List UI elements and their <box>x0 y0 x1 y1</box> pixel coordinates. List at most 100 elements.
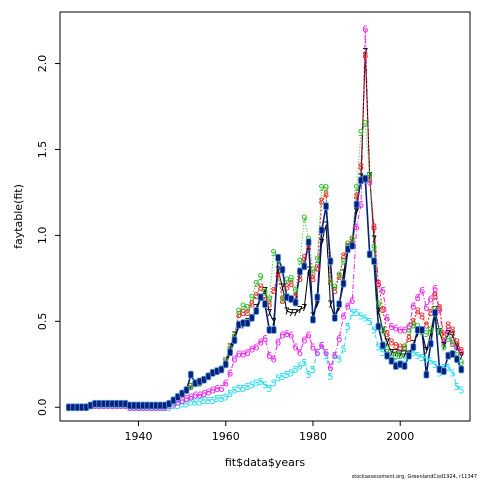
point-label-6: 6 <box>349 296 355 307</box>
mean-marker <box>427 339 434 348</box>
point-label-5: 5 <box>271 379 277 390</box>
point-label-9: 9 <box>388 351 394 362</box>
y-tick-label: 1.0 <box>36 227 49 245</box>
point-label-7: 7 <box>353 207 359 218</box>
point-label-8: 8 <box>188 382 194 393</box>
point-label-6: 6 <box>218 384 224 395</box>
point-label-6: 6 <box>201 389 207 400</box>
point-label-6: 6 <box>384 313 390 324</box>
point-label-8: 8 <box>445 320 451 331</box>
mean-marker <box>270 326 277 334</box>
point-label-9: 9 <box>384 344 390 355</box>
point-label-5: 5 <box>305 370 311 381</box>
point-label-9: 9 <box>292 286 298 297</box>
point-label-7: 7 <box>262 286 268 297</box>
point-label-5: 5 <box>436 368 442 379</box>
point-label-5: 5 <box>192 398 198 409</box>
mean-marker <box>331 313 338 322</box>
plot-frame <box>59 11 471 422</box>
point-label-7: 7 <box>366 171 372 182</box>
point-label-5: 5 <box>380 348 386 359</box>
point-label-5: 5 <box>301 358 307 369</box>
point-label-9: 9 <box>349 234 355 245</box>
point-label-5: 5 <box>188 398 194 409</box>
point-label-8: 8 <box>454 337 460 348</box>
point-label-6: 6 <box>183 394 189 405</box>
point-label-5: 5 <box>279 372 285 383</box>
point-label-5: 5 <box>332 351 338 362</box>
mean-marker <box>314 293 321 302</box>
point-label-9: 9 <box>393 351 399 362</box>
point-label-6: 6 <box>375 279 381 290</box>
mean-marker <box>231 336 238 345</box>
point-label-5: 5 <box>292 365 298 376</box>
point-label-6: 6 <box>279 331 285 342</box>
point-label-8: 8 <box>314 264 320 275</box>
mean-marker <box>323 202 329 211</box>
point-label-6: 6 <box>179 396 185 407</box>
point-label-5: 5 <box>401 355 407 366</box>
point-label-6: 6 <box>432 284 438 295</box>
point-label-5: 5 <box>244 382 250 393</box>
point-label-9: 9 <box>266 294 272 305</box>
point-label-6: 6 <box>380 286 386 297</box>
point-label-9: 9 <box>240 301 246 312</box>
point-label-6: 6 <box>266 351 272 362</box>
point-label-9: 9 <box>362 119 368 130</box>
point-label-5: 5 <box>375 343 381 354</box>
point-label-5: 5 <box>183 399 189 410</box>
point-label-7: 7 <box>393 348 399 359</box>
point-label-8: 8 <box>388 337 394 348</box>
point-label-5: 5 <box>454 382 460 393</box>
point-label-7: 7 <box>371 234 377 245</box>
mean-marker <box>310 315 316 324</box>
point-label-6: 6 <box>284 329 290 340</box>
point-label-6: 6 <box>397 325 403 336</box>
point-label-5: 5 <box>336 355 342 366</box>
mean-marker <box>406 351 412 360</box>
point-label-8: 8 <box>275 270 281 281</box>
x-tick-label: 2000 <box>386 430 414 443</box>
mean-marker <box>327 257 334 266</box>
point-label-7: 7 <box>414 329 420 340</box>
point-label-7: 7 <box>301 303 307 314</box>
mean-marker <box>440 367 447 376</box>
point-label-8: 8 <box>253 291 259 302</box>
point-label-6: 6 <box>305 331 311 342</box>
mean-marker <box>318 226 325 235</box>
point-label-7: 7 <box>284 307 290 318</box>
point-label-5: 5 <box>284 370 290 381</box>
point-label-8: 8 <box>336 272 342 283</box>
point-label-6: 6 <box>209 386 215 397</box>
point-label-9: 9 <box>436 327 442 338</box>
point-label-6: 6 <box>262 334 268 345</box>
point-label-5: 5 <box>179 399 185 410</box>
point-label-8: 8 <box>310 274 316 285</box>
point-label-8: 8 <box>458 346 464 357</box>
mean-marker <box>301 262 308 271</box>
point-label-5: 5 <box>423 355 429 366</box>
y-tick-label: 2.0 <box>36 55 49 73</box>
point-label-7: 7 <box>423 346 429 357</box>
point-label-6: 6 <box>401 325 407 336</box>
point-label-6: 6 <box>441 337 447 348</box>
point-label-7: 7 <box>445 329 451 340</box>
point-label-6: 6 <box>170 399 176 410</box>
point-label-9: 9 <box>188 382 194 393</box>
point-label-7: 7 <box>336 303 342 314</box>
point-label-5: 5 <box>196 398 202 409</box>
point-label-5: 5 <box>458 386 464 397</box>
point-label-9: 9 <box>380 325 386 336</box>
mean-marker <box>379 341 386 350</box>
point-label-5: 5 <box>257 377 263 388</box>
point-label-9: 9 <box>323 183 329 194</box>
point-label-7: 7 <box>271 317 277 328</box>
point-label-8: 8 <box>305 243 311 254</box>
mean-marker <box>353 200 360 209</box>
point-label-5: 5 <box>249 380 255 391</box>
point-label-9: 9 <box>279 294 285 305</box>
x-axis-title: fit$data$years <box>225 456 306 469</box>
point-label-9: 9 <box>314 255 320 266</box>
point-label-9: 9 <box>458 358 464 369</box>
point-label-5: 5 <box>227 389 233 400</box>
